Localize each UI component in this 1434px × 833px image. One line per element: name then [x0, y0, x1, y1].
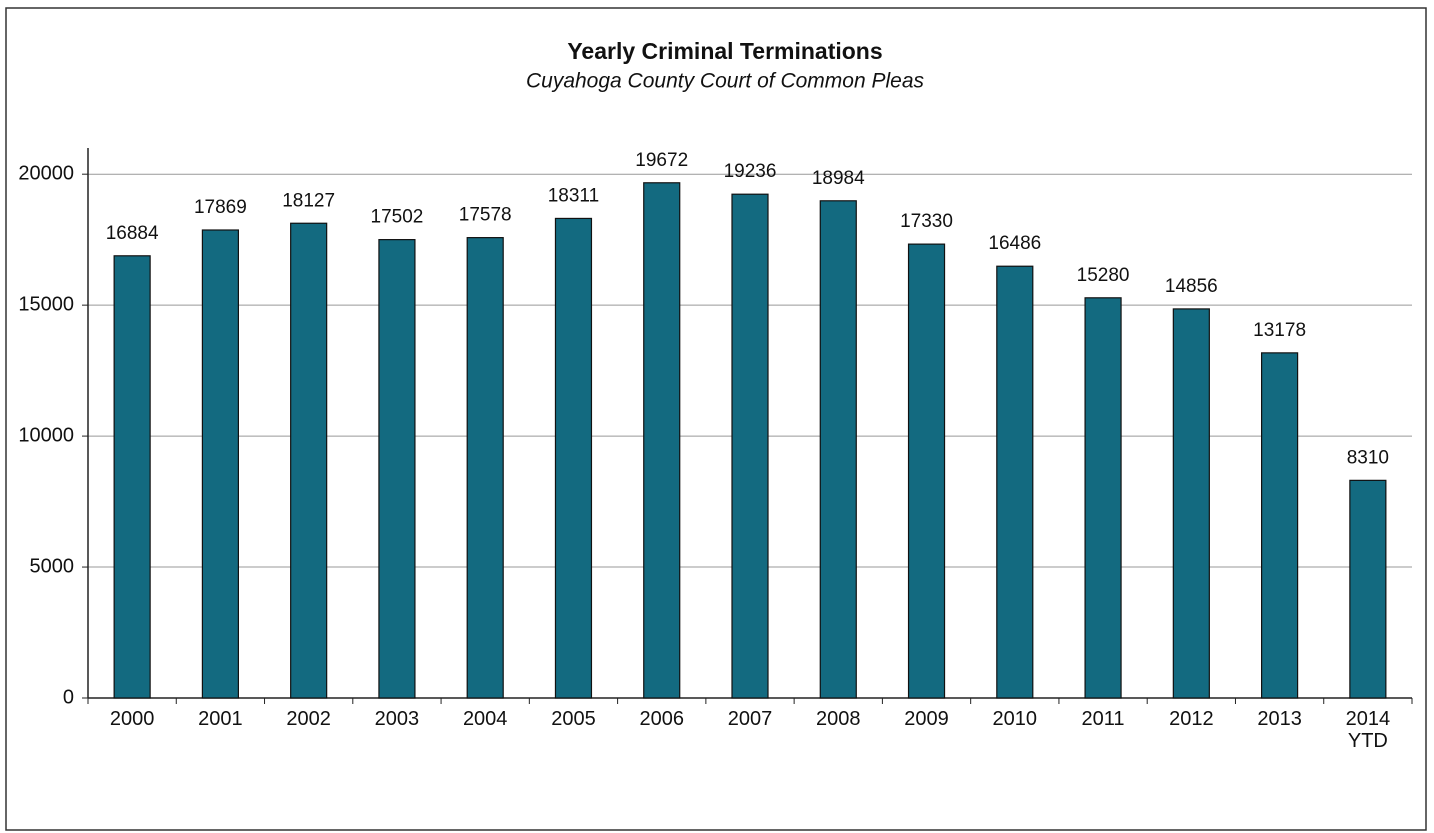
data-label: 8310 [1347, 447, 1389, 468]
data-label: 13178 [1253, 320, 1306, 341]
y-tick-label: 5000 [30, 555, 75, 577]
x-tick-label: 2004 [462, 708, 508, 730]
bar [201, 229, 239, 699]
x-tick-label: 2007 [727, 708, 773, 730]
bar [1172, 308, 1210, 699]
x-tick-label: 2012 [1169, 708, 1214, 730]
bar [907, 243, 946, 699]
bar [378, 239, 416, 699]
data-label: 17869 [194, 197, 247, 218]
data-label: 14856 [1165, 276, 1218, 297]
bar [819, 200, 857, 699]
data-label: 18311 [548, 185, 599, 206]
bar [996, 265, 1034, 699]
data-label: 17502 [371, 207, 424, 228]
x-tick-label: 2001 [198, 708, 243, 730]
bar [554, 217, 593, 699]
chart-subtitle: Cuyahoga County Court of Common Pleas [526, 70, 925, 93]
data-label: 17578 [459, 205, 512, 226]
y-tick-label: 15000 [18, 293, 74, 315]
data-label: 19236 [724, 161, 777, 182]
y-tick-label: 20000 [18, 162, 74, 184]
y-tick-label: 10000 [18, 424, 74, 446]
bar [1260, 352, 1299, 699]
x-tick-label: 2013 [1257, 708, 1302, 730]
data-label: 15280 [1077, 265, 1130, 286]
data-label: 19672 [635, 150, 688, 171]
data-label: 16486 [988, 233, 1041, 254]
data-label: 18984 [812, 168, 865, 189]
bar [290, 222, 328, 699]
bar [731, 193, 769, 699]
x-tick-label: 2008 [816, 708, 861, 730]
bar [1084, 297, 1122, 699]
bar [1349, 479, 1387, 699]
bar [466, 237, 504, 699]
x-tick-label: 2002 [286, 708, 331, 730]
data-label: 16884 [106, 223, 159, 244]
x-tick-label: 2011 [1081, 708, 1125, 730]
chart-title: Yearly Criminal Terminations [567, 38, 882, 64]
x-tick-label: 2003 [374, 708, 420, 730]
x-tick-label: 2009 [904, 708, 949, 730]
x-tick-label: 2005 [551, 708, 596, 730]
x-tick-label: 2010 [992, 708, 1038, 730]
data-label: 17330 [900, 211, 953, 232]
bar [643, 182, 681, 699]
x-tick-label: 2014 YTD [1345, 708, 1391, 752]
y-tick-label: 0 [63, 686, 74, 708]
data-label: 18127 [282, 190, 335, 211]
bar [113, 255, 151, 699]
chart-frame [5, 7, 1427, 831]
x-tick-label: 2000 [109, 708, 155, 730]
x-tick-label: 2006 [639, 708, 684, 730]
